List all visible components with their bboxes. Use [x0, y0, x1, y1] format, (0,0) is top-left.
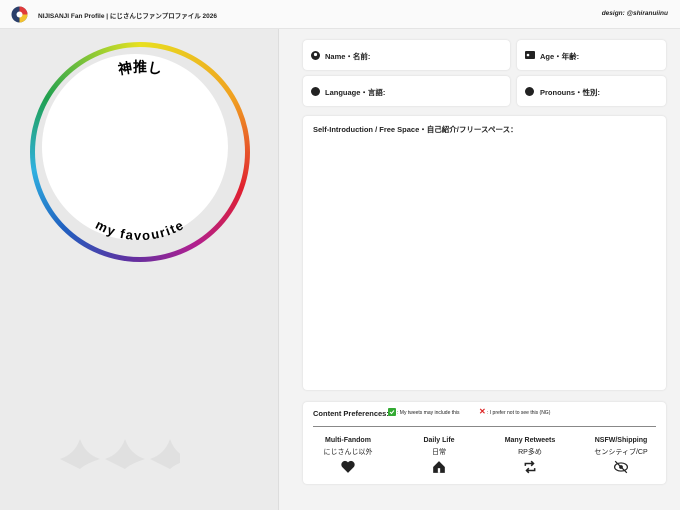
pref-icon	[341, 460, 355, 473]
no-legend: : I prefer not to see this (NG)	[487, 410, 551, 416]
pref-en: NSFW/Shipping	[594, 437, 648, 444]
pref-item[interactable]: Many Retweets RP多め	[485, 437, 575, 476]
name-field[interactable]: Name・名前:	[303, 40, 510, 70]
pref-jp: にじさんじ以外	[323, 449, 373, 456]
pref-icon	[433, 461, 445, 473]
pref-jp: RP多め	[518, 449, 542, 456]
title: NIJISANJI Fan Profile | にじさんじファンプロファイル 2…	[38, 13, 217, 20]
field-label: Language・言語:	[325, 88, 386, 97]
divider	[313, 426, 656, 427]
intro-title: Self-Introduction / Free Space・自己紹介/フリース…	[313, 125, 518, 134]
decoration	[60, 439, 180, 469]
field-label: Pronouns・性別:	[540, 88, 600, 97]
credit: design: @shiranuiinu	[601, 10, 668, 17]
pref-en: Multi-Fandom	[325, 437, 371, 444]
field-label: Name・名前:	[325, 52, 371, 61]
no-icon: ✕	[479, 407, 486, 416]
favourite-label: my favourite	[93, 217, 187, 243]
oshi-label: 神推し	[117, 59, 163, 77]
pref-item[interactable]: Multi-Fandom にじさんじ以外	[303, 437, 393, 476]
header: NIJISANJI Fan Profile | にじさんじファンプロファイル 2…	[0, 0, 680, 29]
logo	[11, 6, 28, 23]
pref-item[interactable]: NSFW/Shipping センシティブ/CP	[576, 437, 666, 476]
oshi-circle	[30, 42, 250, 262]
pref-icon	[614, 460, 628, 474]
preferences: Content Preferences: : My tweets may inc…	[303, 402, 666, 484]
language-field[interactable]: Language・言語:	[303, 76, 510, 106]
pref-jp: 日常	[432, 449, 446, 456]
field-label: Age・年齢:	[540, 52, 580, 61]
pref-en: Many Retweets	[504, 437, 556, 444]
pref-title: Content Preferences:	[313, 409, 389, 418]
pref-icon	[524, 460, 536, 474]
circle-text: 神推し my favourite	[93, 59, 187, 243]
yes-icon	[388, 408, 396, 416]
yes-legend: : My tweets may include this	[397, 410, 460, 416]
intro-box[interactable]: Self-Introduction / Free Space・自己紹介/フリース…	[303, 116, 666, 390]
pref-en: Daily Life	[423, 437, 455, 444]
pref-jp: センシティブ/CP	[594, 449, 648, 456]
pronouns-field[interactable]: Pronouns・性別:	[517, 76, 666, 106]
pref-item[interactable]: Daily Life 日常	[394, 437, 484, 476]
age-field[interactable]: Age・年齢:	[517, 40, 666, 70]
